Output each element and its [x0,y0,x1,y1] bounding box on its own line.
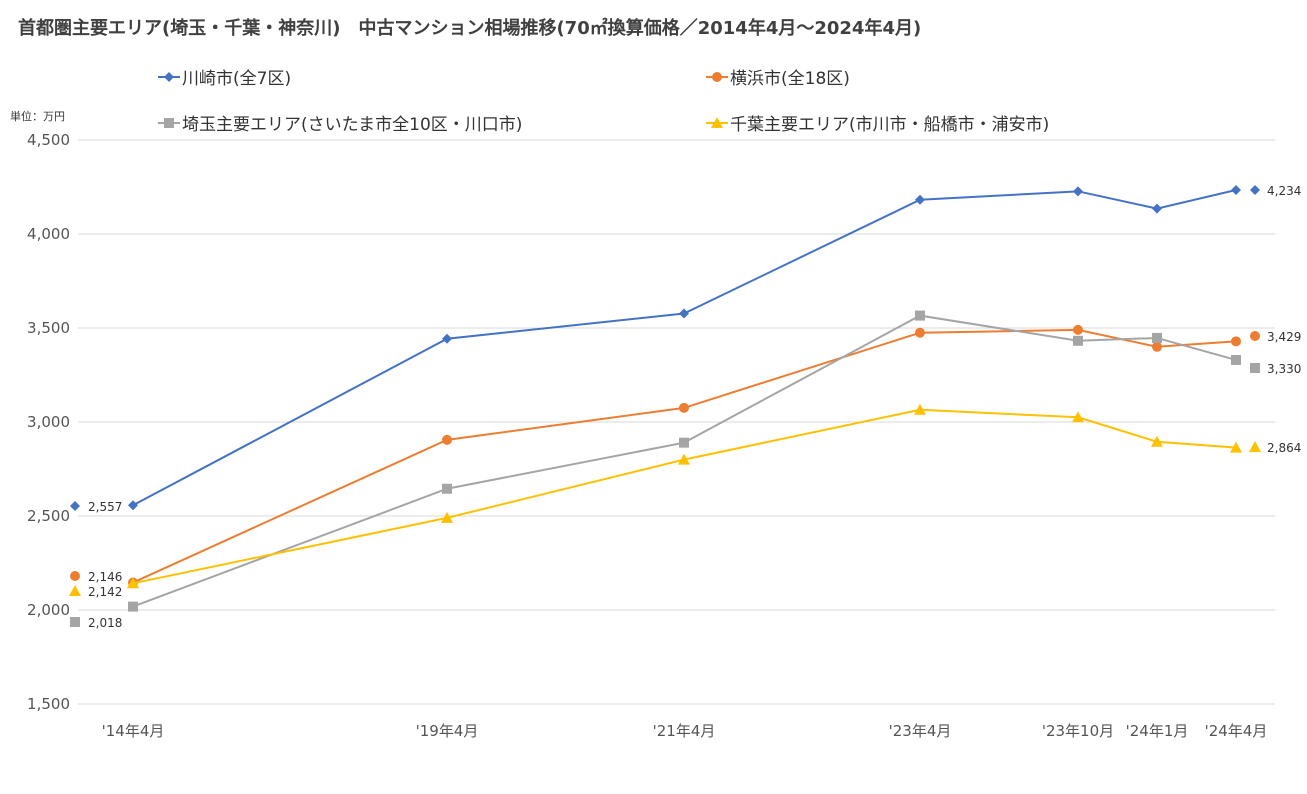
data-point [678,453,690,465]
legend-label: 埼玉主要エリア(さいたま市全10区・川口市) [182,115,523,135]
legend-marker-diamond-icon [158,71,180,82]
data-label-marker [70,617,80,627]
y-tick-label: 4,500 [27,131,70,149]
data-point [1152,332,1162,343]
data-label: 2,146 [88,570,122,584]
data-point [1073,324,1083,335]
data-label-marker [1250,331,1260,341]
data-point [128,500,138,511]
data-label-marker [70,501,80,511]
x-tick-label: '21年4月 [653,722,716,740]
data-label-marker [1250,185,1260,195]
legend-item-saitama: 埼玉主要エリア(さいたま市全10区・川口市) [158,110,522,135]
data-point [1231,354,1241,365]
legend-label: 川崎市(全7区) [182,69,292,89]
x-tick-label: '23年10月 [1042,722,1114,740]
data-label: 4,234 [1267,184,1301,198]
data-label: 3,429 [1267,330,1301,344]
legend-item-yokohama: 横浜市(全18区) [706,64,850,89]
series-line [132,408,1237,585]
y-tick-label: 4,000 [27,225,70,243]
legend-marker-square-icon [158,117,180,128]
data-label: 3,330 [1267,362,1301,376]
y-tick-label: 2,500 [27,507,70,525]
unit-label: 単位：万円 [10,110,65,123]
data-point [1073,335,1083,346]
data-point [1152,203,1162,214]
legend-marker-circle-icon [706,71,728,82]
data-label: 2,018 [88,616,122,630]
data-point [915,327,925,338]
x-tick-label: '19年4月 [416,722,479,740]
y-tick-label: 2,000 [27,601,70,619]
legend-label: 千葉主要エリア(市川市・船橋市・浦安市) [730,115,1050,135]
y-tick-label: 3,500 [27,319,70,337]
data-point [441,511,453,523]
data-label: 2,557 [88,500,122,514]
x-tick-label: '24年4月 [1205,722,1268,740]
legend-item-kawasaki: 川崎市(全7区) [158,64,291,89]
data-point [1152,341,1162,352]
legend-marker-triangle-icon [706,116,728,128]
y-tick-label: 3,000 [27,413,70,431]
x-tick-label: '23年4月 [889,722,952,740]
y-tick-label: 1,500 [27,695,70,713]
data-label-marker [70,571,80,581]
data-point [679,402,689,413]
data-point [679,437,689,448]
data-label: 2,142 [88,585,122,599]
data-point [1072,411,1084,423]
data-label: 2,864 [1267,441,1301,455]
data-label-marker [1249,441,1261,452]
data-point [442,333,452,344]
x-tick-label: '14年4月 [102,722,165,740]
chart-title: 首都圏主要エリア(埼玉・千葉・神奈川) 中古マンション相場推移(70㎡換算価格／… [18,18,922,39]
data-label-marker [1250,363,1260,373]
data-point [915,310,925,321]
data-point [442,434,452,445]
data-point [1231,185,1241,196]
legend-item-chiba: 千葉主要エリア(市川市・船橋市・浦安市) [706,110,1049,135]
data-point [679,308,689,319]
x-tick-label: '24年1月 [1126,722,1189,740]
data-label-marker [69,585,81,596]
data-point [442,483,452,494]
data-point [1151,435,1163,447]
data-point [914,403,926,415]
data-point [1230,441,1242,453]
data-point [915,194,925,205]
data-point [1231,336,1241,347]
data-point [1073,186,1083,197]
data-point [128,601,138,612]
data-point [127,577,139,589]
legend-label: 横浜市(全18区) [730,69,850,89]
